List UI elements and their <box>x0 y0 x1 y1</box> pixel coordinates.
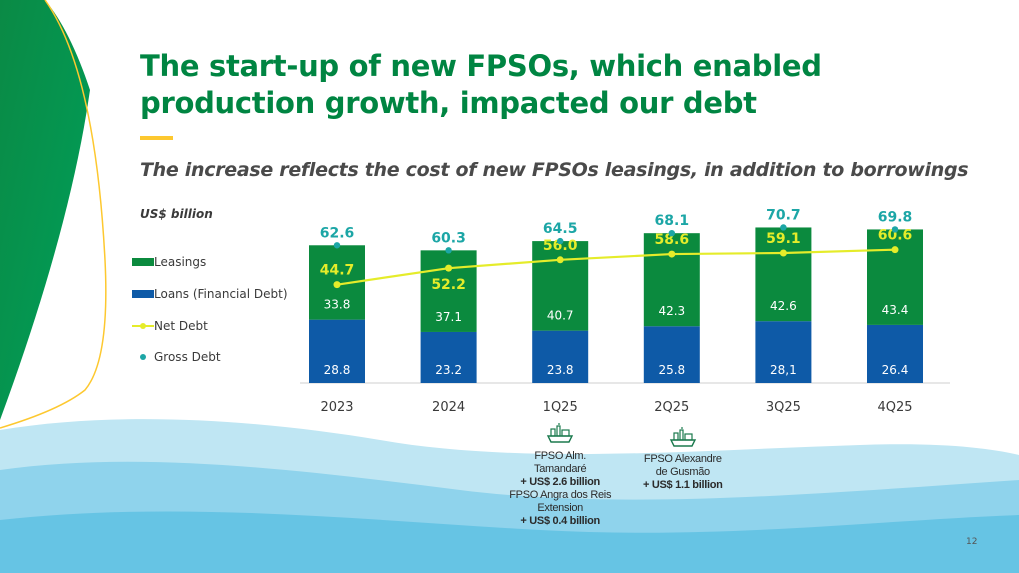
gross-debt-label-3Q25: 70.7 <box>766 207 801 223</box>
gross-debt-point-2Q25 <box>668 229 675 237</box>
legend-item-leasings: Leasings <box>132 255 206 269</box>
bar-leasings-4Q25 <box>867 229 923 325</box>
title-accent-bar <box>140 136 173 140</box>
label-leasings-4Q25: 43.4 <box>882 303 909 317</box>
net-debt-label-2Q25: 58.6 <box>655 232 690 248</box>
label-loans-4Q25: 26.4 <box>882 363 909 377</box>
legend-label-leasings: Leasings <box>154 255 207 269</box>
gross-debt-label-2Q25: 68.1 <box>655 213 690 229</box>
bar-loans-3Q25 <box>755 321 812 383</box>
green-corner-shape <box>0 0 90 420</box>
annotation-line: Tamandaré <box>534 463 587 475</box>
gross-debt-point-2024 <box>445 247 452 254</box>
net-debt-label-2024: 52.2 <box>431 277 466 293</box>
annotation-line: + US$ 1.1 billion <box>643 479 723 491</box>
bar-leasings-1Q25 <box>532 241 589 331</box>
bar-loans-2023 <box>309 319 365 383</box>
tick-label-4Q25: 4Q25 <box>877 400 912 415</box>
tick-label-2Q25: 2Q25 <box>654 400 689 415</box>
gross-debt-label-1Q25: 64.5 <box>543 221 578 237</box>
legend-item-loans: Loans (Financial Debt) <box>132 287 288 301</box>
label-loans-2023: 28.8 <box>324 363 351 377</box>
unit-label: US$ billion <box>140 207 213 221</box>
label-leasings-2Q25: 42.3 <box>658 304 685 318</box>
page-subtitle: The increase reflects the cost of new FP… <box>140 159 969 181</box>
annotation-line: FPSO Alm. <box>534 450 587 462</box>
label-loans-1Q25: 23.8 <box>547 363 574 377</box>
tick-label-1Q25: 1Q25 <box>543 400 578 415</box>
gross-debt-point-2023 <box>333 242 341 249</box>
gross-debt-point-4Q25 <box>891 226 899 233</box>
ship-icon <box>547 423 574 443</box>
tick-label-2023: 2023 <box>320 400 353 415</box>
legend-swatch-leasings <box>132 258 154 266</box>
bar-loans-2024 <box>420 331 477 383</box>
annotation-line: FPSO Angra dos Reis <box>509 489 612 501</box>
net-debt-point-3Q25 <box>779 249 787 257</box>
legend-swatch-loans <box>132 290 154 298</box>
label-loans-3Q25: 28,1 <box>770 363 797 377</box>
legend-swatch-net-debt <box>132 323 154 329</box>
annotation-line: de Gusmão <box>655 466 710 478</box>
gross-debt-point-1Q25 <box>557 237 564 245</box>
bar-loans-4Q25 <box>867 324 923 383</box>
legend-item-net-debt: Net Debt <box>132 319 208 333</box>
tick-label-3Q25: 3Q25 <box>766 400 801 415</box>
legend-label-loans: Loans (Financial Debt) <box>154 287 288 301</box>
net-debt-label-3Q25: 59.1 <box>766 231 801 247</box>
annotation-line: + US$ 2.6 billion <box>520 476 600 488</box>
net-debt-point-2023 <box>333 281 341 289</box>
annotation-2Q25: FPSO Alexandre de Gusmão + US$ 1.1 billion <box>623 453 743 492</box>
label-loans-2024: 23.2 <box>435 363 462 377</box>
legend-label-gross-debt: Gross Debt <box>154 350 221 364</box>
annotation-line: Extension <box>537 502 583 514</box>
annotation-line: + US$ 0.4 billion <box>520 515 600 527</box>
bar-leasings-3Q25 <box>755 227 812 322</box>
bar-loans-1Q25 <box>532 330 589 383</box>
label-leasings-2023: 33.8 <box>324 298 351 312</box>
tick-label-2024: 2024 <box>432 400 465 415</box>
gross-debt-point-3Q25 <box>780 224 787 231</box>
net-debt-point-2Q25 <box>668 250 676 258</box>
net-debt-label-1Q25: 56.0 <box>543 238 578 254</box>
net-debt-label-4Q25: 60.6 <box>878 228 913 244</box>
legend-swatch-gross-debt <box>140 354 146 360</box>
page-number: 12 <box>966 537 978 547</box>
annotation-line: FPSO Alexandre <box>643 453 722 465</box>
label-leasings-3Q25: 42.6 <box>770 299 797 313</box>
net-debt-point-2024 <box>445 264 453 272</box>
net-debt-line <box>336 248 896 286</box>
legend-item-gross-debt: Gross Debt <box>132 350 221 364</box>
yellow-curve-line <box>0 0 107 429</box>
net-debt-label-2023: 44.7 <box>320 263 355 279</box>
bar-loans-2Q25 <box>643 326 700 383</box>
gross-debt-label-4Q25: 69.8 <box>878 209 913 225</box>
bar-leasings-2Q25 <box>643 233 700 327</box>
label-leasings-2024: 37.1 <box>435 310 462 324</box>
annotation-1Q25: FPSO Alm. Tamandaré + US$ 2.6 billion FPSO … <box>500 450 620 528</box>
ship-icon <box>669 427 696 447</box>
page-title: The start-up of new FPSOs, which enabled… <box>140 49 822 120</box>
legend-label-net-debt: Net Debt <box>154 319 208 333</box>
net-debt-point-4Q25 <box>891 246 899 254</box>
wave-front <box>0 511 1019 573</box>
label-loans-2Q25: 25.8 <box>658 363 685 377</box>
bar-leasings-2024 <box>420 250 477 332</box>
label-leasings-1Q25: 40.7 <box>547 309 574 323</box>
gross-debt-label-2024: 60.3 <box>431 230 466 246</box>
gross-debt-label-2023: 62.6 <box>320 225 355 241</box>
net-debt-point-1Q25 <box>556 256 564 264</box>
